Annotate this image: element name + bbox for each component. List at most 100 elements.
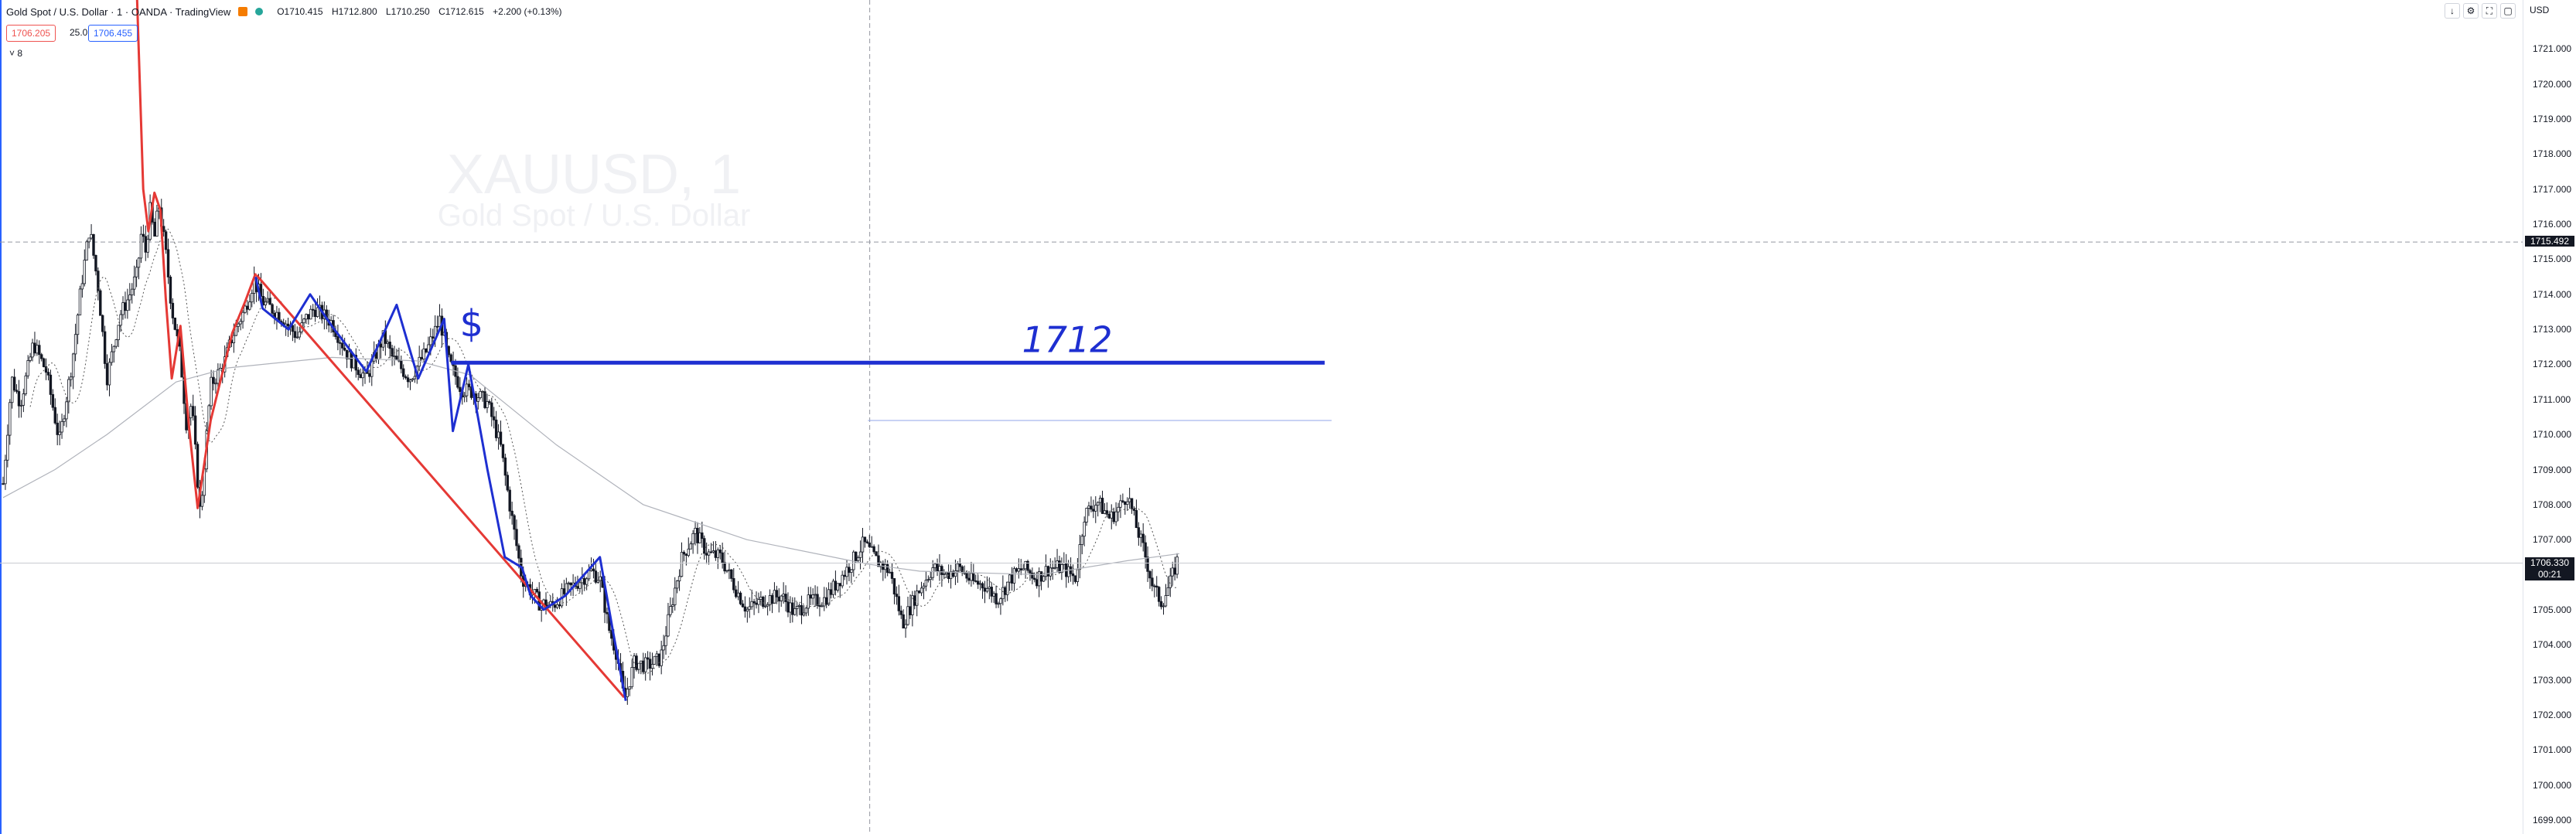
fullscreen-icon[interactable]: ⛶ (2482, 3, 2497, 19)
candle-body (674, 587, 677, 605)
candle-body (1078, 544, 1081, 570)
candle-body (135, 267, 138, 277)
candle-body (496, 431, 500, 438)
candle-body (768, 595, 772, 605)
axis-tick: 1717.000 (2533, 183, 2572, 195)
candle-body (990, 587, 993, 597)
candle-body (1008, 574, 1012, 583)
candle-body (83, 260, 86, 284)
ohlc-low: L1710.250 (386, 6, 430, 17)
handwritten-1712: 1712 (1022, 319, 1112, 361)
candle-body (1080, 536, 1083, 545)
candle-body (635, 655, 638, 670)
candle-body (467, 383, 471, 387)
buy-button[interactable]: 1706.455 (88, 25, 138, 42)
last-price-label: 1706.330 00:21 (2525, 557, 2574, 580)
candle-body (739, 592, 742, 604)
axis-tick: 1704.000 (2533, 639, 2572, 651)
candle-body (1010, 574, 1014, 584)
candle-body (642, 660, 645, 672)
candle-body (413, 376, 417, 380)
candle-body (599, 576, 602, 581)
candle-body (90, 233, 93, 239)
candle-body (562, 588, 566, 594)
candle-body (936, 563, 939, 572)
candle-body (877, 555, 880, 567)
indicators-toggle[interactable]: ˅ 8 (9, 48, 23, 59)
candle-body (67, 379, 70, 403)
candle-body (736, 592, 740, 597)
candle-body (515, 529, 518, 546)
settings-icon[interactable]: ⚙ (2463, 3, 2479, 19)
candle-body (2, 483, 5, 485)
candle-body (762, 597, 765, 608)
candle-body (845, 567, 848, 577)
candle-body (829, 589, 833, 595)
candle-body (902, 614, 905, 629)
ohlc-open: O1710.415 (277, 6, 323, 17)
candle-body (773, 590, 776, 604)
candle-body (105, 363, 109, 386)
candle-body (916, 591, 919, 606)
sell-button[interactable]: 1706.205 (6, 25, 56, 42)
candle-body (872, 546, 875, 553)
candle-body (705, 553, 708, 556)
currency-selector[interactable]: USD (2530, 5, 2550, 15)
candle-body (795, 606, 799, 609)
candle-body (958, 563, 961, 567)
candle-body (669, 606, 672, 615)
candle-body (626, 689, 629, 697)
candle-body (1169, 575, 1172, 588)
symbol-title[interactable]: Gold Spot / U.S. Dollar · 1 · OANDA · Tr… (6, 5, 231, 18)
candle-body (408, 380, 412, 383)
candle-body (1112, 511, 1115, 523)
candle-body (777, 596, 780, 602)
candle-body (65, 401, 68, 420)
candle-body (841, 574, 844, 587)
candle-body (119, 314, 122, 326)
candle-body (1087, 506, 1090, 509)
snapshot-icon[interactable]: ▢ (2500, 3, 2516, 19)
candle-body (336, 336, 339, 343)
candle-body (855, 551, 858, 561)
candle-body (899, 610, 902, 615)
candle-body (189, 406, 193, 418)
candle-body (716, 550, 719, 558)
candle-body (660, 649, 663, 666)
candle-body (856, 557, 860, 561)
candle-body (821, 605, 824, 608)
candle-body (931, 567, 934, 578)
candle-body (1031, 572, 1034, 579)
candle-body (404, 376, 408, 379)
price-axis[interactable]: USD 1721.000 1720.000 1719.000 1718.000 1717… (2523, 0, 2576, 834)
candle-body (1042, 576, 1046, 582)
candle-body (1046, 566, 1050, 577)
watermark-name: Gold Spot / U.S. Dollar (438, 199, 751, 233)
axis-tick: 1705.000 (2533, 604, 2572, 615)
candle-body (128, 294, 131, 301)
axis-tick: 1707.000 (2533, 534, 2572, 546)
candle-body (164, 231, 168, 250)
candle-body (312, 308, 315, 311)
candle-body (422, 349, 425, 359)
candle-body (920, 587, 923, 594)
candle-body (295, 336, 299, 339)
candle-body (1039, 571, 1043, 582)
candle-body (974, 580, 978, 582)
chart-toolbar: ↓ ⚙ ⛶ ▢ (2445, 3, 2516, 19)
candle-body (750, 601, 753, 608)
arrow-down-icon[interactable]: ↓ (2445, 3, 2460, 19)
candle-body (1139, 533, 1142, 538)
candle-body (246, 305, 249, 310)
candle-body (827, 589, 831, 605)
candle-body (703, 538, 706, 554)
candle-body (22, 393, 26, 406)
red-swing-drawing (135, 0, 258, 509)
candle-body (1044, 566, 1048, 577)
candle-body (400, 360, 403, 369)
candle-body (970, 573, 973, 581)
candle-body (293, 331, 297, 339)
market-status-icon (238, 7, 248, 16)
